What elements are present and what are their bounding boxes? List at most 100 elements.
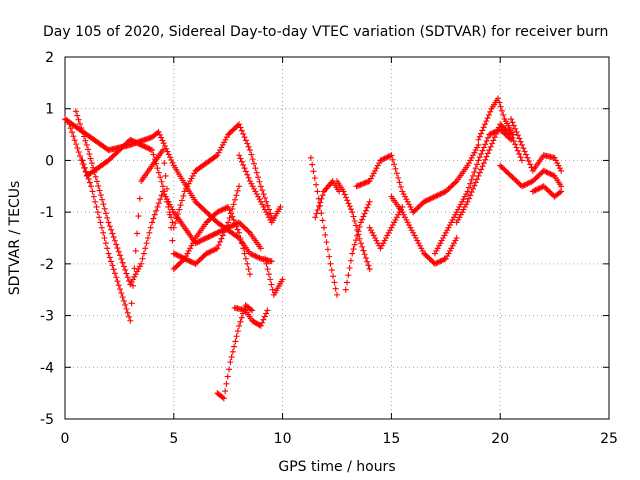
data-point [310,168,317,175]
data-point [429,194,436,201]
data-point [433,247,440,254]
data-point [516,150,523,157]
data-point [183,185,190,192]
data-point [498,122,505,129]
data-point [218,144,225,151]
data-point [450,240,457,247]
data-point [262,255,269,262]
data-point [259,187,266,194]
data-point [256,178,263,185]
data-point [455,206,462,213]
data-point [550,172,557,179]
data-point [427,256,434,263]
data-point [155,169,162,176]
data-point [518,141,525,148]
data-point [226,214,233,221]
data-point [150,151,157,158]
data-point [403,196,410,203]
data-point [393,170,400,177]
data-point [366,224,373,231]
data-point [449,216,456,223]
data-point [472,147,479,154]
data-point [391,161,398,168]
data-point [406,201,413,208]
data-point [222,225,229,232]
data-point [504,169,510,176]
data-point [491,134,498,141]
data-point [245,174,252,181]
data-point [192,260,199,267]
data-point [489,130,496,137]
data-point [175,252,182,259]
data-point [240,245,247,252]
data-point [81,164,88,171]
data-point [66,121,73,128]
data-point [140,142,147,149]
data-point [132,139,139,146]
data-point [331,279,338,286]
data-point [419,247,426,254]
data-point [362,254,369,261]
data-point [198,255,204,262]
data-point [423,197,430,204]
data-point [531,176,538,183]
data-point [494,127,501,134]
data-point [349,250,356,257]
data-point [109,230,116,237]
data-point [364,258,371,265]
data-point [351,241,358,248]
data-point [100,201,107,208]
data-point [252,165,259,172]
data-point [154,165,161,172]
data-point [260,203,267,210]
data-point [341,191,348,198]
data-point [402,214,408,221]
data-point [542,168,549,175]
data-point [261,194,268,201]
data-point [340,188,347,195]
data-point [217,147,224,154]
data-point [104,245,111,252]
data-point [215,149,222,156]
data-point [513,128,520,135]
data-point [345,272,352,279]
data-point [437,191,444,198]
data-point [204,249,211,256]
data-point [242,225,249,232]
data-point [416,242,423,249]
data-point [205,234,212,241]
data-point [131,265,138,272]
data-point [437,240,444,247]
data-point [434,259,441,266]
data-point [138,260,145,267]
data-point [360,213,367,220]
data-point [366,266,373,273]
data-point [314,188,321,195]
data-point [311,175,318,182]
data-point [217,238,224,245]
data-point [478,166,485,173]
data-point [446,222,453,229]
data-point [222,205,229,212]
data-point [527,179,534,186]
data-point [388,152,395,159]
data-point [512,125,519,132]
x-tick-label: 15 [382,431,400,447]
data-point [158,192,165,199]
data-point [347,257,354,264]
data-point [482,141,489,148]
data-point [197,237,204,244]
data-point [543,185,550,192]
data-point [237,124,244,131]
data-point [94,209,101,216]
data-point [227,359,234,366]
data-point [509,134,516,141]
data-point [74,112,81,119]
data-point [535,185,542,192]
data-point [185,247,192,254]
data-point [187,258,194,265]
data-point [169,237,176,244]
data-point [540,183,547,190]
data-point [464,188,471,195]
data-point [229,205,236,212]
